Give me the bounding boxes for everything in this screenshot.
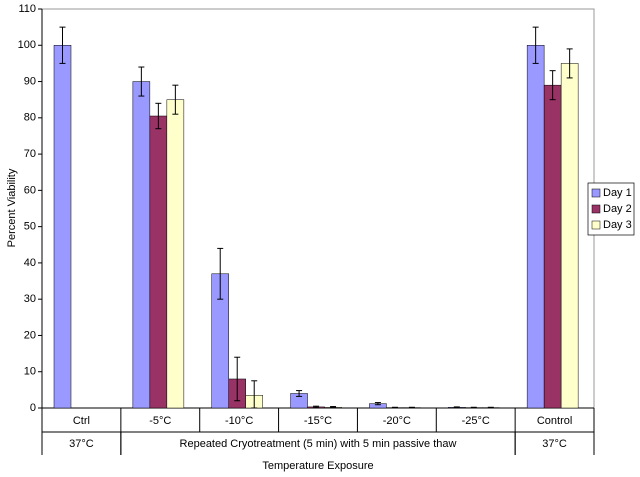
- bar: [560, 63, 579, 409]
- group-label: Repeated Cryotreatment (5 min) with 5 mi…: [180, 438, 457, 450]
- error-bar: [313, 405, 320, 409]
- x-tick-label: -20°C: [383, 415, 411, 427]
- error-bar: [138, 66, 145, 97]
- x-axis-title: Temperature Exposure: [262, 460, 373, 472]
- error-bar: [234, 356, 241, 402]
- legend-swatch: [591, 188, 601, 198]
- x-tick-label: -5°C: [149, 415, 171, 427]
- plot-area: [41, 8, 595, 409]
- error-bar: [155, 102, 162, 130]
- y-tick-label: 10: [24, 366, 36, 378]
- group-label: 37°C: [542, 438, 567, 450]
- error-bar: [59, 26, 66, 64]
- error-bar: [374, 402, 381, 406]
- error-bar: [566, 48, 573, 79]
- y-tick-label: 30: [24, 293, 36, 305]
- x-tick-label: Control: [537, 415, 572, 427]
- legend-label: Day 2: [603, 203, 632, 215]
- y-tick-label: 40: [24, 257, 36, 269]
- y-axis-title: Percent Viability: [6, 168, 18, 247]
- error-bar: [172, 84, 179, 115]
- error-bar: [408, 406, 415, 409]
- bar: [149, 115, 168, 409]
- legend-swatch: [591, 204, 601, 214]
- error-bar: [532, 26, 539, 64]
- bar: [53, 45, 72, 409]
- x-tick-label: -25°C: [462, 415, 490, 427]
- y-tick-label: 0: [30, 402, 36, 414]
- y-tick-label: 20: [24, 329, 36, 341]
- y-tick-label: 90: [24, 75, 36, 87]
- error-bar: [217, 247, 224, 300]
- error-bar: [391, 406, 398, 409]
- error-bar: [453, 406, 460, 409]
- error-bar: [251, 380, 258, 409]
- legend-label: Day 1: [603, 187, 632, 199]
- x-tick-label: -15°C: [304, 415, 332, 427]
- y-tick-label: 100: [18, 39, 36, 51]
- bar: [166, 99, 185, 409]
- y-tick-label: 60: [24, 184, 36, 196]
- error-bar: [487, 406, 494, 409]
- error-bar: [470, 406, 477, 409]
- error-bar: [549, 70, 556, 101]
- x-tick-label: Ctrl: [73, 415, 90, 427]
- y-tick-label: 70: [24, 148, 36, 160]
- error-bar: [296, 390, 303, 397]
- y-tick-label: 110: [18, 3, 36, 15]
- group-label: 37°C: [69, 438, 94, 450]
- y-tick-label: 80: [24, 112, 36, 124]
- legend-swatch: [591, 220, 601, 230]
- bar: [132, 81, 151, 409]
- bar: [526, 45, 545, 409]
- error-bar: [330, 406, 337, 409]
- x-tick-label: -10°C: [225, 415, 253, 427]
- legend-label: Day 3: [603, 219, 632, 231]
- bar: [543, 84, 562, 409]
- y-tick-label: 50: [24, 221, 36, 233]
